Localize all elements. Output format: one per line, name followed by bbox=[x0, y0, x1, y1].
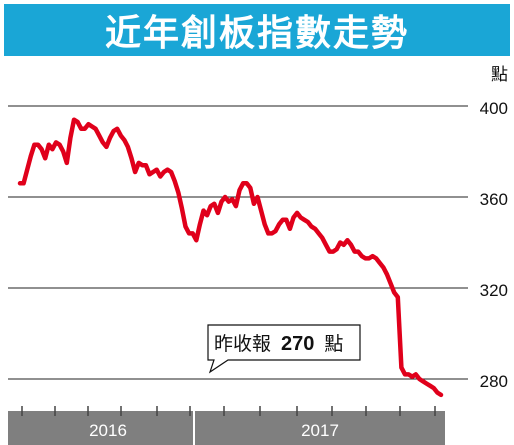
y-axis-labels: 點 400 360 320 280 bbox=[480, 65, 508, 391]
callout-prefix: 昨收報 bbox=[214, 333, 271, 355]
x-tick-label-2017: 2017 bbox=[301, 421, 339, 440]
x-axis-band: 2016 2017 bbox=[8, 406, 445, 445]
title-bar: 近年創板指數走勢 bbox=[4, 4, 510, 56]
series-line-layer bbox=[17, 117, 444, 398]
callout-box bbox=[207, 324, 361, 374]
y-tick-label-400: 400 bbox=[480, 99, 508, 118]
x-axis-band-right bbox=[195, 411, 445, 445]
y-axis-unit-label: 點 bbox=[491, 65, 508, 85]
series-line bbox=[17, 117, 444, 398]
latest-close-callout: 昨收報 270 點 bbox=[207, 324, 361, 374]
chart-title: 近年創板指數走勢 bbox=[104, 13, 409, 54]
x-axis-band-left bbox=[8, 411, 193, 445]
y-tick-label-320: 320 bbox=[480, 281, 508, 300]
x-tick-label-2016: 2016 bbox=[89, 421, 127, 440]
callout-value: 270 bbox=[281, 333, 314, 355]
y-tick-label-280: 280 bbox=[480, 372, 508, 391]
x-axis-ticks bbox=[21, 406, 436, 416]
callout-label: 昨收報 270 點 bbox=[214, 333, 343, 355]
callout-suffix: 點 bbox=[324, 333, 343, 355]
y-tick-label-360: 360 bbox=[480, 190, 508, 209]
